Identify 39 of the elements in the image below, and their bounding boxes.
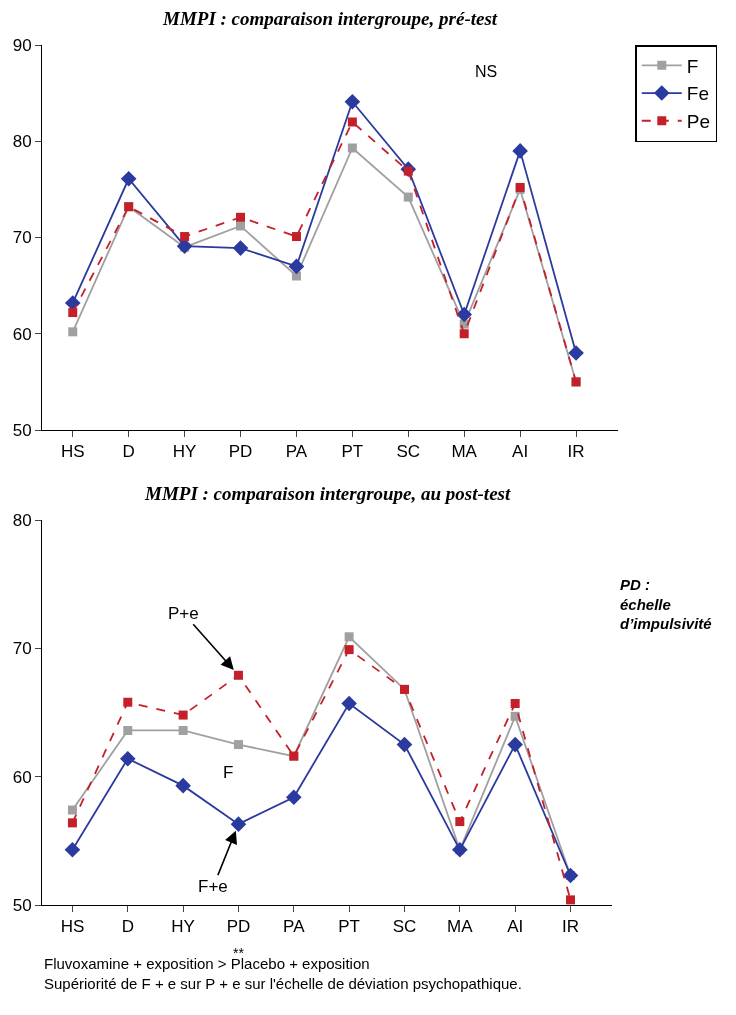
x-tick-label: HY: [172, 442, 197, 462]
legend-label: Pe: [686, 111, 711, 133]
annotation: F: [223, 763, 234, 782]
x-tick-label: PA: [283, 917, 306, 937]
annotation: F+e: [198, 877, 228, 896]
x-tick-label: SC: [392, 917, 417, 937]
y-tick-label: 50: [12, 895, 32, 915]
x-tick-label: IR: [562, 917, 579, 937]
x-tick-label: AI: [507, 917, 524, 937]
text: PD : échelle d’impulsivité: [620, 576, 712, 632]
x-tick-label: SC: [396, 442, 421, 462]
legend-label: Fe: [686, 83, 709, 105]
chart-title: MMPI : comparaison intergroupe, pré-test: [162, 8, 498, 29]
x-tick-label: MA: [451, 442, 478, 462]
annotation: P+e: [168, 604, 199, 623]
x-tick-label: D: [122, 442, 135, 462]
annotation: NS: [475, 63, 498, 80]
y-tick-label: 70: [12, 639, 32, 659]
y-tick-label: 70: [12, 228, 32, 248]
x-tick-label: PT: [341, 442, 364, 462]
y-tick-label: 60: [12, 767, 32, 787]
x-tick-label: PA: [285, 442, 308, 462]
y-tick-label: 80: [12, 510, 32, 530]
x-tick-label: D: [121, 917, 134, 937]
x-tick-label: PT: [338, 917, 361, 937]
chart-title: MMPI : comparaison intergroupe, au post-test: [144, 483, 511, 504]
y-tick-label: 90: [12, 35, 32, 55]
y-tick-label: 60: [12, 324, 32, 344]
y-tick-label: 50: [12, 420, 32, 440]
x-tick-label: HS: [60, 442, 85, 462]
legend-label: F: [686, 55, 699, 77]
x-tick-label: HS: [60, 917, 85, 937]
y-tick-label: 80: [12, 132, 32, 152]
x-tick-label: HY: [171, 917, 195, 937]
x-tick-label: MA: [447, 917, 474, 937]
x-tick-label: PD: [226, 917, 251, 937]
x-tick-label: PD: [228, 442, 253, 462]
x-tick-label: AI: [512, 442, 529, 462]
x-tick-label: IR: [567, 442, 585, 462]
